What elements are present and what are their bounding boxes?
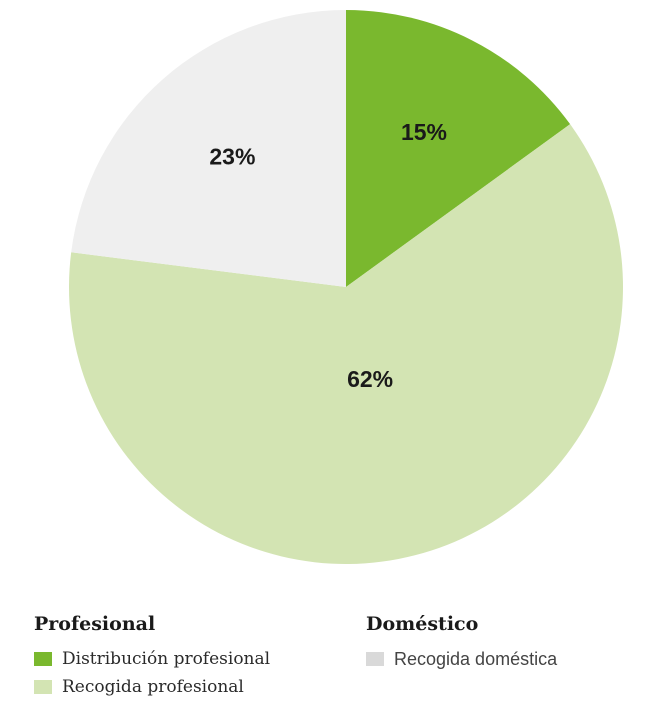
legend-domestico: Doméstico Recogida doméstica — [366, 612, 557, 676]
pie-chart: 15% 62% 23% — [68, 10, 623, 565]
pie-slice-recogida-domestica — [71, 10, 346, 287]
legend-label-recogida-profesional: Recogida profesional — [62, 677, 244, 697]
pie-label-recogida-profesional: 62% — [347, 366, 393, 392]
pie-slice-distribucion-profesional — [346, 10, 571, 287]
legend-profesional: Profesional Distribución profesional Rec… — [34, 612, 270, 704]
legend-title-domestico: Doméstico — [366, 613, 479, 635]
legend-swatch-recogida-profesional — [34, 680, 52, 694]
legend-swatch-distribucion-profesional — [34, 652, 52, 666]
legend-label-distribucion-profesional: Distribución profesional — [62, 649, 271, 669]
legend-title-profesional: Profesional — [34, 613, 156, 635]
pie-label-distribucion-profesional: 15% — [401, 119, 447, 145]
legend-item-recogida-domestica: Recogida doméstica — [366, 648, 557, 670]
legend-item-distribucion-profesional: Distribución profesional — [34, 648, 270, 670]
legend-item-recogida-profesional: Recogida profesional — [34, 676, 270, 698]
legend-label-recogida-domestica: Recogida doméstica — [394, 648, 558, 669]
pie-slice-recogida-profesional — [68, 124, 623, 565]
pie-label-recogida-domestica: 23% — [209, 143, 255, 169]
legend-swatch-recogida-domestica — [366, 652, 384, 666]
